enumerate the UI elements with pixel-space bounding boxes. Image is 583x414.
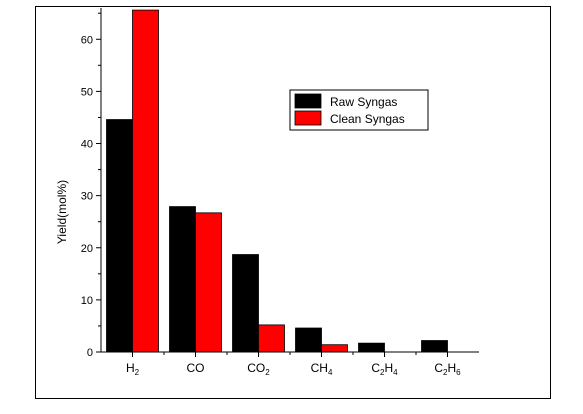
bar-raw-syngas [169, 206, 196, 353]
y-tick-label: 0 [87, 347, 93, 359]
x-tick-label: CH4 [311, 361, 333, 377]
bar-raw-syngas [295, 327, 322, 353]
x-tick-label: C2H6 [434, 361, 461, 377]
bar-raw-syngas [358, 342, 385, 353]
y-tick-label: 30 [81, 191, 93, 203]
x-tick-label: H2 [126, 361, 140, 377]
legend-label: Raw Syngas [330, 95, 397, 109]
bar-raw-syngas [421, 340, 448, 353]
bar-clean-syngas [132, 9, 159, 353]
y-tick-label: 40 [81, 139, 93, 151]
y-tick-label: 50 [81, 86, 93, 98]
bar-clean-syngas [258, 324, 285, 353]
y-axis-label: Yield(mol%) [55, 180, 69, 244]
plot-area: 0 10 20 30 40 50 60 H2 CO CO2 CH4 C2H4 C2H6 [81, 8, 479, 377]
legend-label: Clean Syngas [330, 112, 405, 126]
y-tick-label: 20 [81, 243, 93, 255]
y-tick-label: 60 [81, 34, 93, 46]
x-tick-label: C2H4 [371, 361, 398, 377]
y-tick-label: 10 [81, 295, 93, 307]
bar-clean-syngas [195, 212, 222, 353]
legend-swatch [294, 93, 322, 109]
x-tick-label: CO [187, 361, 205, 375]
x-tick-label: CO2 [247, 361, 270, 377]
bar-raw-syngas [106, 119, 133, 353]
legend-swatch [294, 110, 322, 126]
legend: Raw Syngas Clean Syngas [289, 89, 429, 131]
bar-clean-syngas [321, 344, 348, 353]
bar-raw-syngas [232, 254, 259, 353]
